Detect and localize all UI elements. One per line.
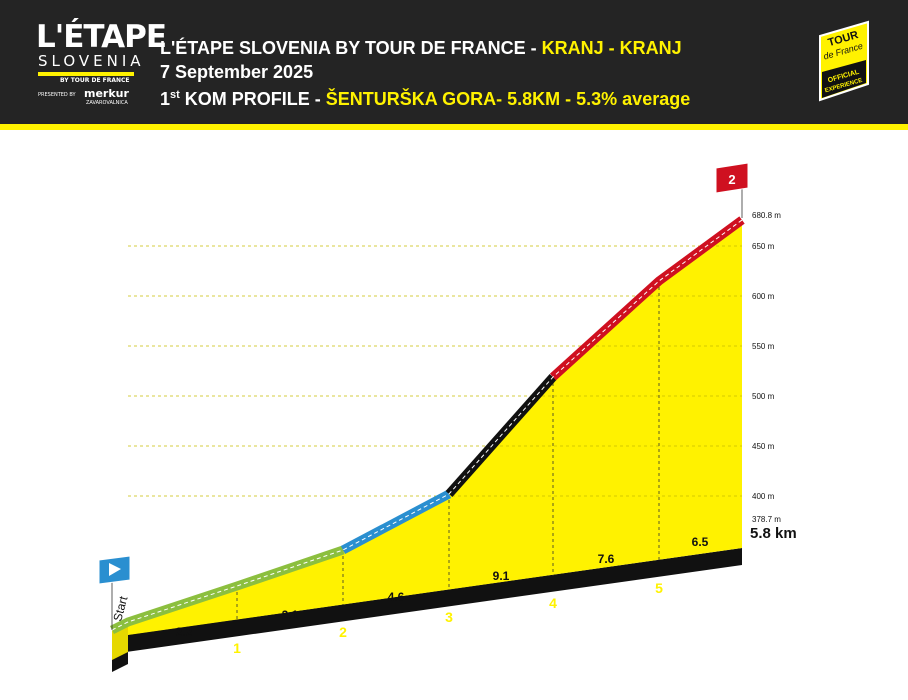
profile-fill (128, 220, 742, 635)
elev-label-450: 450 m (752, 442, 775, 451)
elev-label-summit: 680.8 m (752, 211, 781, 220)
elev-label-base: 378.7 m (752, 515, 781, 524)
gradient-km5: 7.6 (598, 552, 615, 566)
event-title: L'ÉTAPE SLOVENIA BY TOUR DE FRANCE (160, 38, 526, 58)
elevation-labels: 680.8 m 650 m 600 m 550 m 500 m 450 m 40… (752, 211, 781, 524)
kom-flag (715, 162, 749, 194)
total-distance: 5.8 km (750, 525, 797, 542)
km-marker-5: 5 (655, 580, 663, 596)
elev-label-550: 550 m (752, 342, 775, 351)
kom-ordinal-suffix: st (170, 89, 180, 101)
start-label: Start (110, 594, 130, 623)
kom-category: 2 (728, 172, 735, 187)
gradient-km1: 2.2 (176, 625, 193, 639)
title-line-3: 1st KOM PROFILE - ŠENTURŠKA GORA- 5.8KM … (160, 84, 690, 110)
event-date: 7 September 2025 (160, 62, 314, 82)
gradient-km2: 2.1 (282, 608, 299, 622)
sponsor-logo: merkur (84, 87, 129, 100)
logo-by-tdf: BY TOUR DE FRANCE (60, 77, 130, 84)
gradient-km3: 4.6 (388, 590, 405, 604)
km-marker-1: 1 (233, 640, 241, 656)
elev-label-400: 400 m (752, 492, 775, 501)
gradient-road (109, 216, 745, 635)
title-line-1: L'ÉTAPE SLOVENIA BY TOUR DE FRANCE - KRA… (160, 37, 682, 59)
sponsor-subtitle: ZAVAROVALNICA (86, 100, 128, 106)
kom-label: KOM PROFILE - (179, 89, 326, 109)
header-bar: L'ÉTAPE SLOVENIA BY TOUR DE FRANCE PRESE… (0, 0, 908, 124)
km-marker-3: 3 (445, 609, 453, 625)
gradient-km4: 9.1 (493, 569, 510, 583)
logo-slovenia: SLOVENIA (38, 52, 145, 70)
km-markers: 1 2 3 4 5 (233, 580, 663, 656)
road-centerline (111, 219, 743, 631)
logo-tdf-label: TOUR DE FRANCE (70, 77, 130, 84)
gradient-km6: 6.5 (692, 535, 709, 549)
logo-accent-bar (38, 72, 134, 76)
elev-label-600: 600 m (752, 292, 775, 301)
km-gridlines (236, 281, 660, 620)
header-accent-stripe (0, 124, 908, 130)
logo-etape: L'ÉTAPE (36, 19, 167, 55)
kom-ordinal: 1 (160, 89, 171, 109)
profile-base (112, 548, 742, 654)
elev-label-500: 500 m (752, 392, 775, 401)
presented-by-label: PRESENTED BY (38, 92, 76, 98)
km-marker-4: 4 (549, 595, 557, 611)
title-separator: - (525, 38, 542, 58)
route-title: KRANJ - KRANJ (541, 38, 682, 58)
tdf-official-badge: TOUR de France OFFICIAL EXPERIENCE (819, 20, 869, 102)
climb-title: ŠENTURŠKA GORA- 5.8KM - 5.3% average (325, 89, 691, 109)
km-marker-2: 2 (339, 624, 347, 640)
start-arrow-icon (109, 563, 121, 576)
logo-by-label: BY (60, 77, 69, 84)
elevation-profile: Start 2 680.8 m 650 m 600 m 550 m 500 m … (98, 162, 797, 672)
gradient-labels: 2.2 2.1 4.6 9.1 7.6 6.5 (176, 535, 709, 639)
elev-label-650: 650 m (752, 242, 775, 251)
